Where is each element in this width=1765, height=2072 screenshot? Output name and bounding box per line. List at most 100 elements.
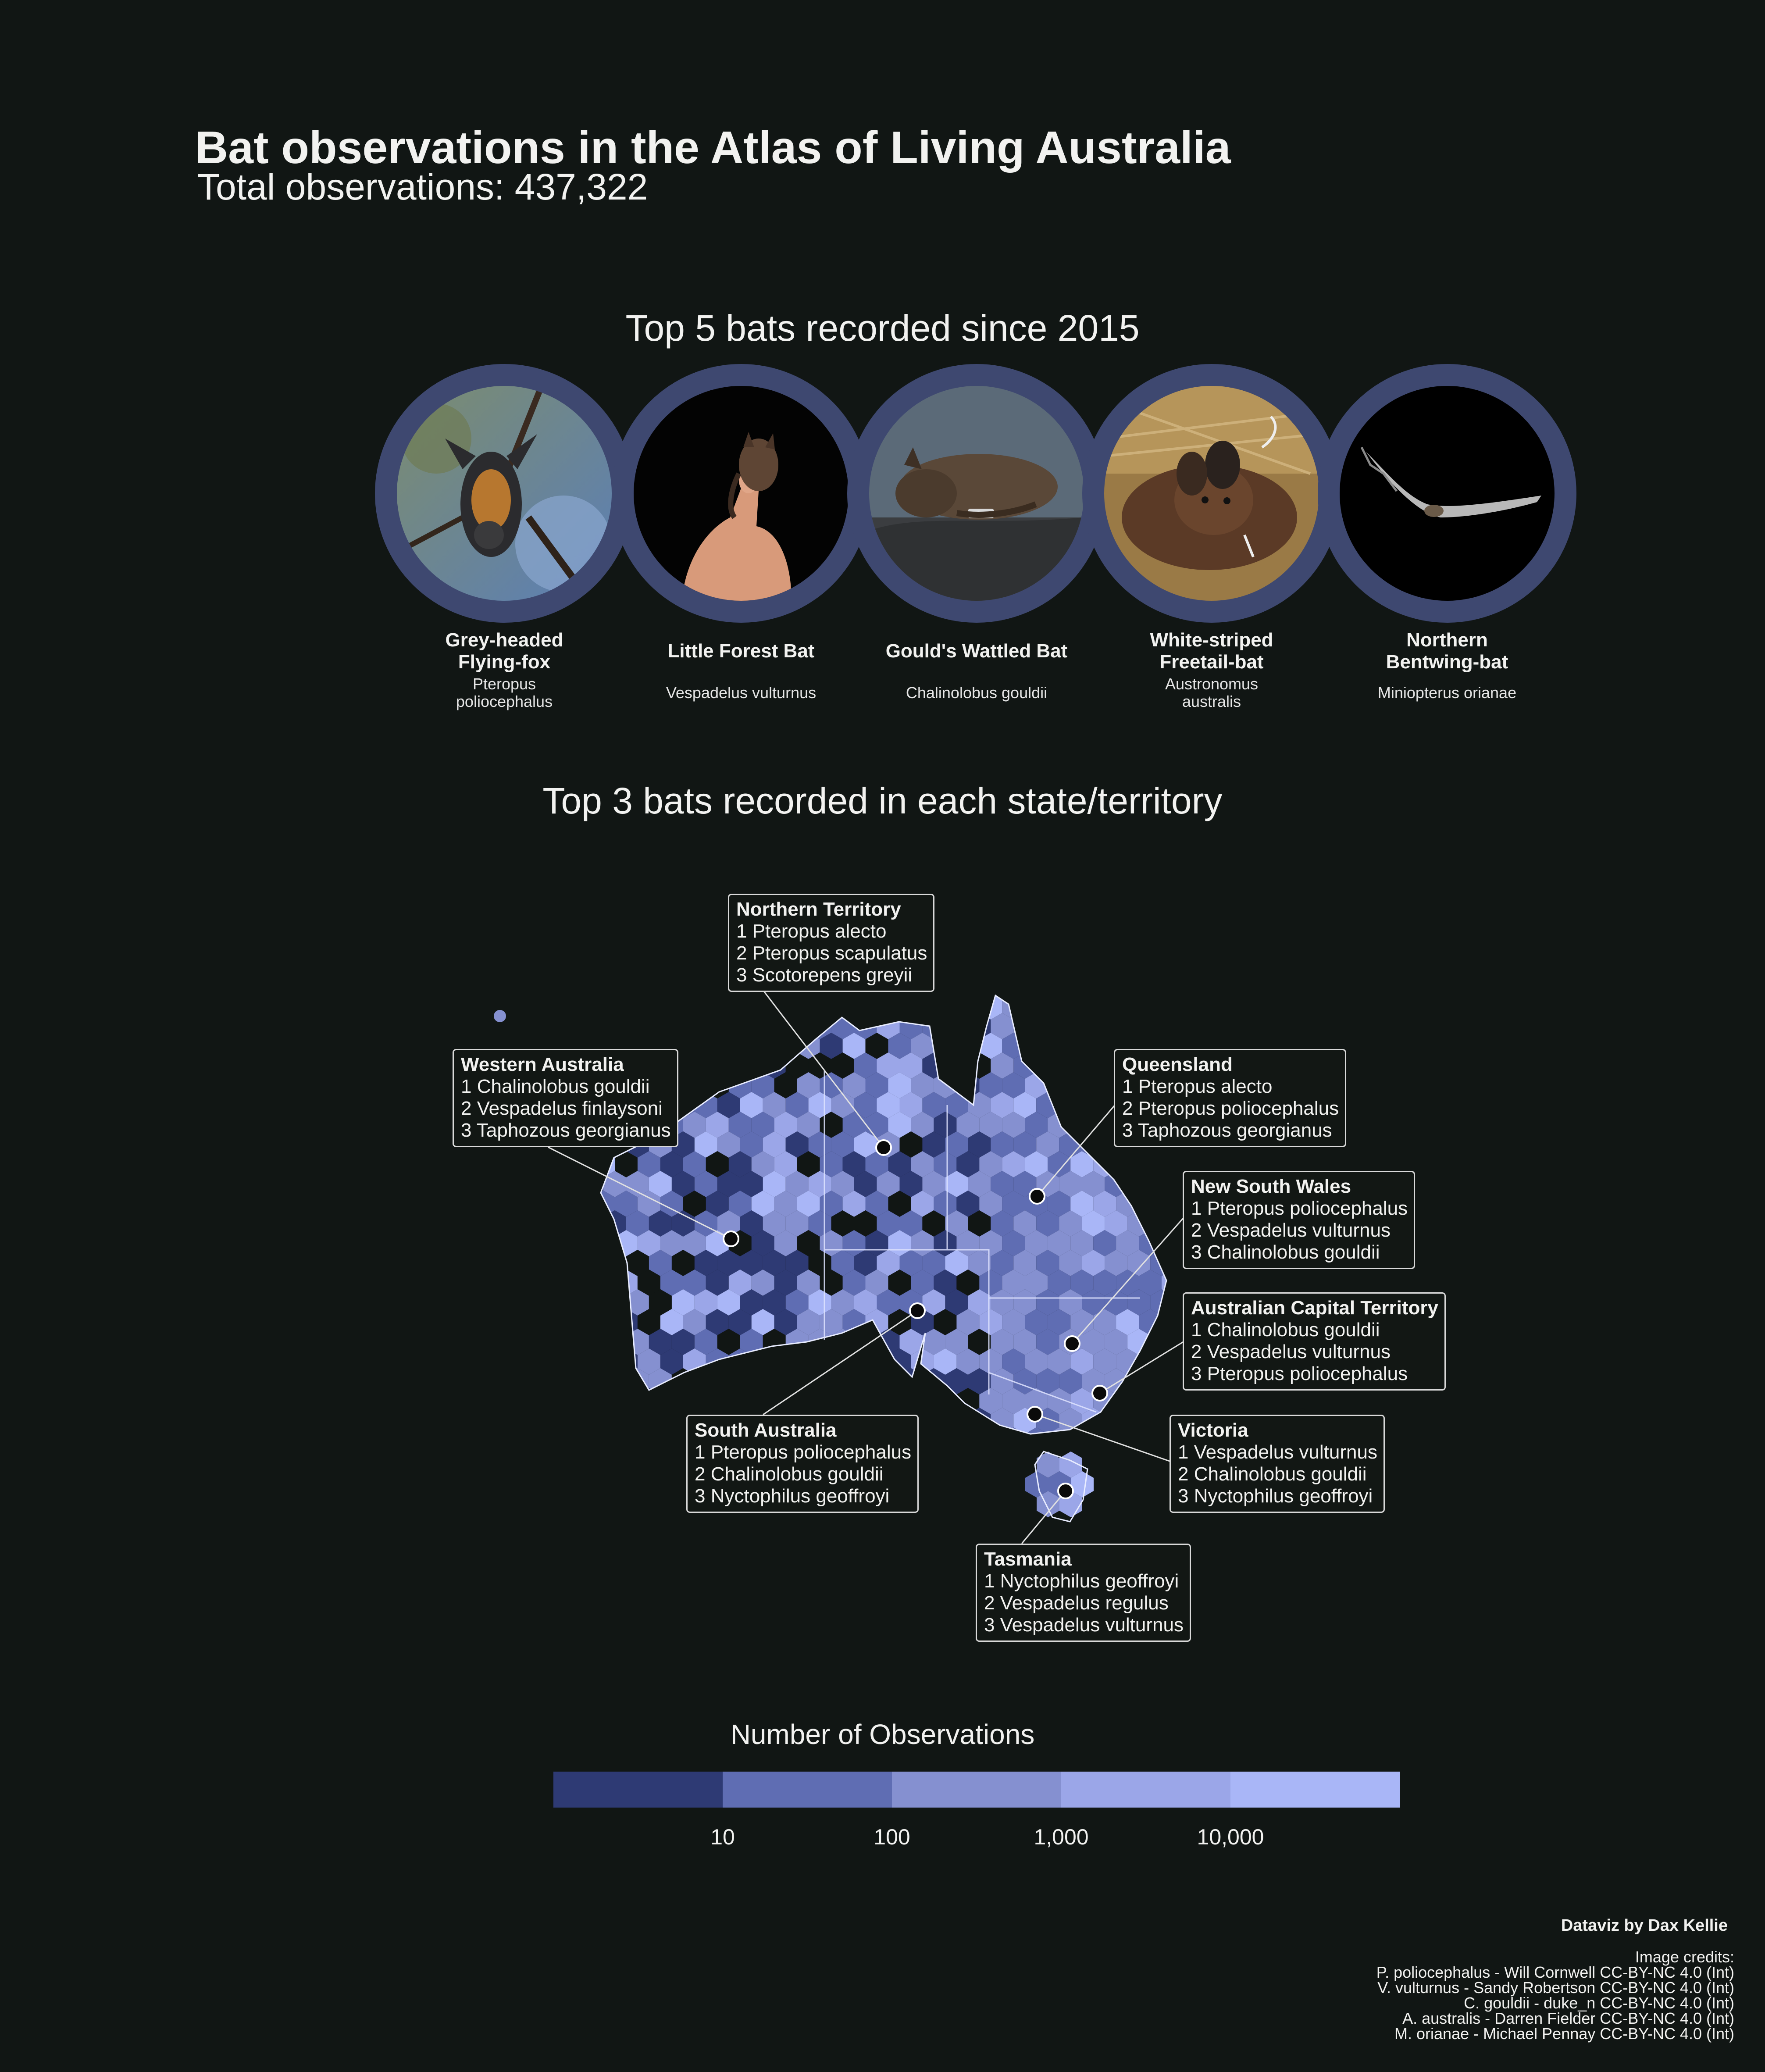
hex-cell: [968, 1171, 991, 1197]
tasmania-coastline: [1034, 1451, 1088, 1523]
hex-cell: [956, 1033, 980, 1059]
hex-cell: [694, 995, 717, 1000]
hex-cell: [1048, 995, 1071, 1020]
hex-cell: [1093, 1270, 1116, 1296]
rank-2: 2 Vespadelus regulus: [984, 1592, 1169, 1614]
hex-cell: [1150, 995, 1166, 1000]
hex-cell: [774, 1112, 797, 1138]
hex-cell: [991, 1289, 1014, 1316]
hex-cell: [1048, 1309, 1071, 1335]
rank-1: 1 Vespadelus vulturnus: [1178, 1441, 1377, 1463]
hex-cell: [728, 1151, 752, 1177]
hex-cell: [820, 995, 843, 1020]
state-name: Queensland: [1122, 1054, 1233, 1075]
hex-cell: [694, 1131, 717, 1158]
hex-cell: [1070, 1270, 1094, 1296]
hex-cell: [683, 1112, 706, 1138]
hex-cell: [1105, 995, 1128, 1000]
hex-cell: [831, 1250, 854, 1276]
hex-cell: [763, 1289, 786, 1316]
hex-cell: [637, 1270, 660, 1296]
hex-cell: [877, 1289, 900, 1316]
hex-cell: [1105, 1289, 1128, 1316]
hex-cell: [601, 1250, 603, 1276]
hex-cell: [740, 1052, 763, 1079]
hex-cell: [1013, 1329, 1037, 1355]
hex-cell: [649, 995, 672, 1000]
hex-cell: [1025, 1309, 1048, 1335]
hex-cell: [785, 1171, 809, 1197]
hex-cell: [1139, 1191, 1162, 1217]
hex-cell: [601, 1270, 615, 1296]
hex-cell: [649, 1408, 672, 1434]
hex-cell: [1162, 1151, 1166, 1177]
hex-cell: [979, 1309, 1002, 1335]
hex-cell: [1025, 1151, 1048, 1177]
hex-cell: [1013, 1092, 1037, 1118]
hex-cell: [1059, 1368, 1082, 1394]
hex-cell: [785, 1210, 809, 1237]
hex-cell: [683, 1230, 706, 1256]
hex-cell: [1070, 1033, 1094, 1059]
hex-cell: [1002, 1270, 1025, 1296]
hex-cell: [934, 1151, 957, 1177]
hex-cell: [1162, 1230, 1166, 1256]
legend-swatch-4: [1061, 1772, 1230, 1808]
hex-cell: [683, 1151, 706, 1177]
hex-cell: [751, 1151, 774, 1177]
hex-cell: [774, 995, 797, 1020]
grey-headed-flying-fox-photo: [397, 386, 612, 601]
hex-cell: [1002, 1388, 1025, 1414]
hex-cell: [945, 1408, 968, 1434]
hex-cell: [1116, 1230, 1139, 1256]
hex-cell: [774, 1033, 797, 1059]
hex-cell: [649, 1171, 672, 1197]
hex-cell: [831, 1171, 854, 1197]
hex-cell: [877, 1171, 900, 1197]
hex-cell: [785, 1131, 809, 1158]
hex-cell: [797, 1072, 820, 1098]
hex-cell: [603, 1408, 626, 1434]
hex-cell: [808, 1210, 831, 1237]
hex-cell: [671, 1210, 695, 1237]
callout-leaders: [548, 990, 1185, 1544]
hex-cell: [899, 1052, 923, 1079]
hex-cell: [671, 995, 695, 1000]
hex-cell: [922, 1329, 945, 1355]
hex-cell: [637, 1388, 660, 1414]
hex-cell: [671, 1171, 695, 1197]
hex-cell: [797, 1230, 820, 1256]
hex-cell: [1139, 1270, 1162, 1296]
map-section-title: Top 3 bats recorded in each state/territ…: [542, 780, 1223, 821]
hex-cell: [877, 1052, 900, 1079]
hex-cell: [717, 1013, 740, 1039]
hex-cell: [717, 1329, 740, 1355]
rank-3: 3 Nyctophilus geoffroyi: [1178, 1485, 1373, 1507]
bat-common-name: Gould's Wattled Bat: [885, 640, 1068, 662]
hex-cell: [774, 1072, 797, 1098]
hex-cell: [945, 995, 968, 1000]
hex-cell: [694, 1329, 717, 1355]
hex-cell: [751, 1388, 774, 1414]
hex-cell: [637, 1348, 660, 1375]
hex-cell: [774, 1191, 797, 1217]
hex-cell: [1093, 1427, 1116, 1434]
hex-cell: [1082, 1250, 1105, 1276]
hex-cell: [1025, 1112, 1048, 1138]
hex-cell: [1002, 1072, 1025, 1098]
hex-cell: [1127, 1171, 1151, 1197]
rank-2: 2 Vespadelus vulturnus: [1191, 1341, 1391, 1362]
hex-cell: [797, 1151, 820, 1177]
legend-tick-10000: 10,000: [1197, 1825, 1264, 1849]
hex-cell: [660, 1348, 683, 1375]
hex-cell: [1036, 1289, 1059, 1316]
hex-cell: [865, 1033, 888, 1059]
hex-cell: [808, 1250, 831, 1276]
hex-cell: [728, 1309, 752, 1335]
hex-cell: [615, 1191, 638, 1217]
hex-cell: [945, 1368, 968, 1394]
hex-cell: [968, 1250, 991, 1276]
state-name: South Australia: [695, 1419, 837, 1441]
hex-cell: [683, 1309, 706, 1335]
state-name: Western Australia: [461, 1054, 624, 1075]
